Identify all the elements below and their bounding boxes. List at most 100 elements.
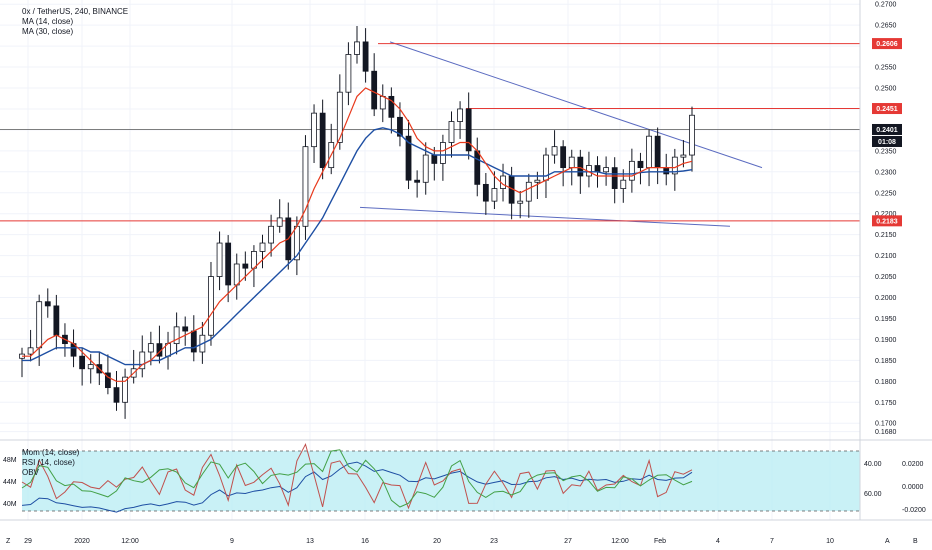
mom-legend[interactable]: Mom (14, close) — [22, 448, 80, 457]
auto-scale-button[interactable]: A — [885, 538, 890, 545]
candle-body — [113, 387, 120, 403]
price-tick-label: 0.1800 — [875, 379, 897, 386]
price-tick-label: 0.2650 — [875, 23, 897, 30]
price-tick-label: 0.2500 — [875, 86, 897, 93]
candle-body — [122, 376, 128, 403]
current-price-label: 0.2401 — [876, 127, 898, 134]
level-tag — [872, 38, 902, 50]
time-tick-label: 16 — [361, 538, 369, 545]
time-tick-label: 7 — [770, 538, 774, 545]
candle-body — [379, 95, 386, 110]
candle-body — [208, 276, 214, 336]
level-tag-label: 0.2183 — [876, 218, 898, 225]
ma14-line — [22, 87, 693, 382]
candle-body — [637, 160, 644, 169]
time-tick-label: 20 — [433, 538, 441, 545]
log-scale-button[interactable]: B — [913, 538, 918, 545]
price-tick-label: 0.1680 — [875, 429, 897, 436]
mom-line — [21, 449, 693, 508]
candle-body — [568, 156, 575, 169]
candle-body — [620, 179, 627, 189]
candle-body — [594, 165, 601, 173]
candle-body — [628, 160, 635, 181]
candle-body — [354, 41, 360, 55]
price-tick-label: 0.2350 — [875, 148, 897, 155]
countdown-tag — [872, 135, 902, 147]
trendlines — [359, 41, 763, 227]
candle-body — [654, 135, 661, 169]
rsi-tick-label: 40.00 — [864, 461, 882, 468]
candle-body — [242, 263, 249, 269]
lower-trendline[interactable] — [359, 206, 731, 227]
candle-body — [422, 154, 429, 183]
indicator-legend: Mom (14, close) RSI (14, close) OBV — [22, 448, 79, 478]
candle-body — [534, 179, 541, 183]
mom-tick-label: 0.0200 — [902, 461, 924, 468]
candle-body — [491, 188, 498, 202]
candle-body — [405, 135, 412, 181]
time-tick-label: 27 — [564, 538, 572, 545]
price-tick-label: 0.2100 — [875, 253, 897, 260]
indicator-axis: 48M 44M 40M 40.00 60.00 0.0200 0.0000 -0.0200 — [3, 457, 926, 514]
candle-body — [104, 372, 111, 389]
candle-body — [27, 347, 34, 355]
time-tick-label: 10 — [826, 538, 834, 545]
symbol-line[interactable]: 0x / TetherUS, 240, BINANCE — [22, 7, 129, 16]
bottom-left-z[interactable]: Z — [6, 538, 11, 545]
candle-body — [448, 121, 455, 143]
candle-body — [525, 181, 532, 202]
upper-trendline[interactable] — [389, 41, 763, 169]
grid — [0, 0, 860, 520]
candle-body — [663, 167, 670, 175]
obv-legend[interactable]: OBV — [22, 468, 39, 477]
time-tick-label: 12:00 — [121, 538, 139, 545]
price-tick-label: 0.1950 — [875, 316, 897, 323]
time-tick-label: 9 — [230, 538, 234, 545]
price-tick-label: 0.1750 — [875, 400, 897, 407]
time-tick-label: 13 — [306, 538, 314, 545]
candle-body — [79, 355, 86, 370]
candle-body — [259, 242, 266, 252]
time-tick-label: 23 — [490, 538, 498, 545]
price-tags: 0.2606 0.2451 0.2183 0.2401 01:08 — [872, 38, 902, 227]
candle-body — [182, 326, 189, 332]
candle-body — [147, 343, 154, 353]
candle-body — [336, 91, 343, 143]
time-tick-label: Feb — [654, 538, 666, 545]
candle-body — [560, 146, 567, 169]
candle-body — [689, 114, 695, 156]
countdown-label: 01:08 — [878, 139, 896, 146]
level-tag-label: 0.2451 — [876, 106, 898, 113]
candle-body — [397, 116, 403, 137]
rsi-band — [22, 451, 860, 511]
candle-body — [216, 242, 223, 277]
rsi-legend[interactable]: RSI (14, close) — [22, 458, 75, 467]
time-axis: 29 2020 12:00 9 13 16 20 23 27 12:00 Feb 4 7 10 — [24, 538, 834, 545]
rsi-line — [21, 442, 693, 510]
indicator-lines — [21, 442, 860, 513]
price-tick-label: 0.2550 — [875, 65, 897, 72]
candle-body — [457, 108, 463, 122]
candle-body — [319, 112, 326, 169]
candle-body — [671, 156, 678, 175]
level-tag-label: 0.2606 — [876, 41, 898, 48]
candle-body — [551, 146, 558, 156]
ma30-line — [22, 127, 693, 366]
candle-body — [439, 142, 446, 164]
ma14-legend[interactable]: MA (14, close) — [22, 17, 74, 26]
price-tick-label: 0.2150 — [875, 232, 897, 239]
candle-body — [414, 179, 421, 183]
main-legend: 0x / TetherUS, 240, BINANCE MA (14, clos… — [22, 7, 128, 37]
horizontal-levels — [0, 43, 860, 222]
candle-body — [517, 200, 524, 204]
candle-body — [302, 146, 309, 227]
ma30-legend[interactable]: MA (30, close) — [22, 27, 74, 36]
candle-body — [276, 217, 283, 227]
candle-body — [173, 326, 180, 345]
obv-tick-label: 44M — [3, 479, 17, 486]
candle-body — [431, 154, 438, 164]
time-tick-label: 4 — [716, 538, 720, 545]
candle-body — [646, 135, 652, 169]
time-tick-label: 2020 — [74, 538, 90, 545]
